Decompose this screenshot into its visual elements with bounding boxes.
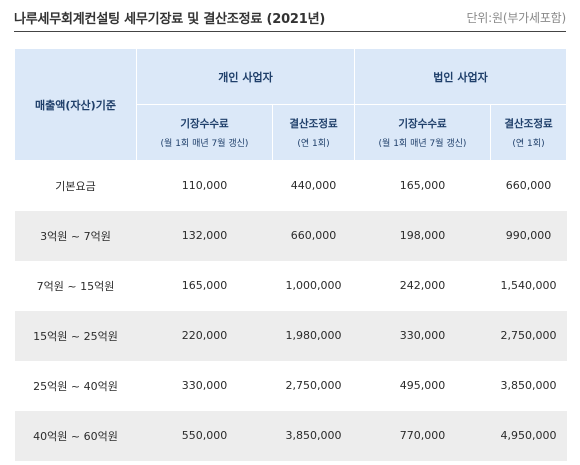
basis-cell: 40억원 ~ 60억원 — [14, 410, 137, 461]
fee-cell: 440,000 — [272, 160, 355, 211]
subheader-title: 기장수수료 — [180, 118, 229, 130]
table-row: 기본요금 110,000 440,000 165,000 660,000 — [14, 160, 567, 211]
subheader-title: 결산조정료 — [289, 118, 338, 130]
subheader-title: 결산조정료 — [504, 118, 553, 130]
individual-bookkeeping-fee-header: 기장수수료 (월 1회 매년 7월 갱신) — [136, 104, 273, 161]
fee-cell: 220,000 — [136, 310, 273, 361]
fee-cell: 2,750,000 — [490, 310, 567, 361]
table-body: 기본요금 110,000 440,000 165,000 660,000 3억원… — [14, 160, 567, 461]
basis-cell: 기본요금 — [14, 160, 137, 211]
fee-cell: 550,000 — [136, 410, 273, 461]
fee-cell: 660,000 — [490, 160, 567, 211]
individual-settlement-fee-header: 결산조정료 (연 1회) — [272, 104, 355, 161]
basis-cell: 15억원 ~ 25억원 — [14, 310, 137, 361]
fee-table: 매출액(자산)기준 개인 사업자 법인 사업자 기장수수료 (월 1회 매년 7… — [14, 48, 567, 461]
basis-cell: 3억원 ~ 7억원 — [14, 210, 137, 261]
table-row: 7억원 ~ 15억원 165,000 1,000,000 242,000 1,5… — [14, 260, 567, 311]
subheader-note: (월 1회 매년 7월 갱신) — [378, 139, 467, 149]
table-row: 25억원 ~ 40억원 330,000 2,750,000 495,000 3,… — [14, 360, 567, 411]
individual-business-header: 개인 사업자 — [136, 48, 355, 105]
fee-cell: 330,000 — [354, 310, 491, 361]
page-title: 나루세무회계컨설팅 세무기장료 및 결산조정료 (2021년) — [14, 11, 326, 27]
basis-cell: 25억원 ~ 40억원 — [14, 360, 137, 411]
corporate-settlement-fee-header: 결산조정료 (연 1회) — [490, 104, 567, 161]
fee-cell: 4,950,000 — [490, 410, 567, 461]
table-row: 3억원 ~ 7억원 132,000 660,000 198,000 990,00… — [14, 210, 567, 261]
fee-cell: 1,980,000 — [272, 310, 355, 361]
fee-cell: 495,000 — [354, 360, 491, 411]
fee-cell: 3,850,000 — [490, 360, 567, 411]
fee-cell: 132,000 — [136, 210, 273, 261]
fee-cell: 660,000 — [272, 210, 355, 261]
subheader-title: 기장수수료 — [398, 118, 447, 130]
fee-cell: 330,000 — [136, 360, 273, 411]
fee-cell: 242,000 — [354, 260, 491, 311]
fee-cell: 770,000 — [354, 410, 491, 461]
fee-cell: 3,850,000 — [272, 410, 355, 461]
fee-cell: 198,000 — [354, 210, 491, 261]
basis-cell: 7억원 ~ 15억원 — [14, 260, 137, 311]
subheader-note: (월 1회 매년 7월 갱신) — [160, 139, 249, 149]
fee-cell: 1,540,000 — [490, 260, 567, 311]
fee-cell: 165,000 — [136, 260, 273, 311]
table-header: 매출액(자산)기준 개인 사업자 법인 사업자 기장수수료 (월 1회 매년 7… — [14, 48, 567, 161]
title-row: 나루세무회계컨설팅 세무기장료 및 결산조정료 (2021년) 단위:원(부가세… — [14, 4, 566, 30]
basis-column-header: 매출액(자산)기준 — [14, 48, 137, 161]
subheader-note: (연 1회) — [512, 139, 545, 149]
unit-note: 단위:원(부가세포함) — [466, 10, 566, 25]
corporate-business-header: 법인 사업자 — [354, 48, 567, 105]
subheader-note: (연 1회) — [297, 139, 330, 149]
corporate-bookkeeping-fee-header: 기장수수료 (월 1회 매년 7월 갱신) — [354, 104, 491, 161]
fee-cell: 1,000,000 — [272, 260, 355, 311]
fee-cell: 2,750,000 — [272, 360, 355, 411]
fee-cell: 990,000 — [490, 210, 567, 261]
title-divider — [14, 31, 566, 32]
fee-cell: 165,000 — [354, 160, 491, 211]
table-row: 40억원 ~ 60억원 550,000 3,850,000 770,000 4,… — [14, 410, 567, 461]
fee-cell: 110,000 — [136, 160, 273, 211]
table-row: 15억원 ~ 25억원 220,000 1,980,000 330,000 2,… — [14, 310, 567, 361]
